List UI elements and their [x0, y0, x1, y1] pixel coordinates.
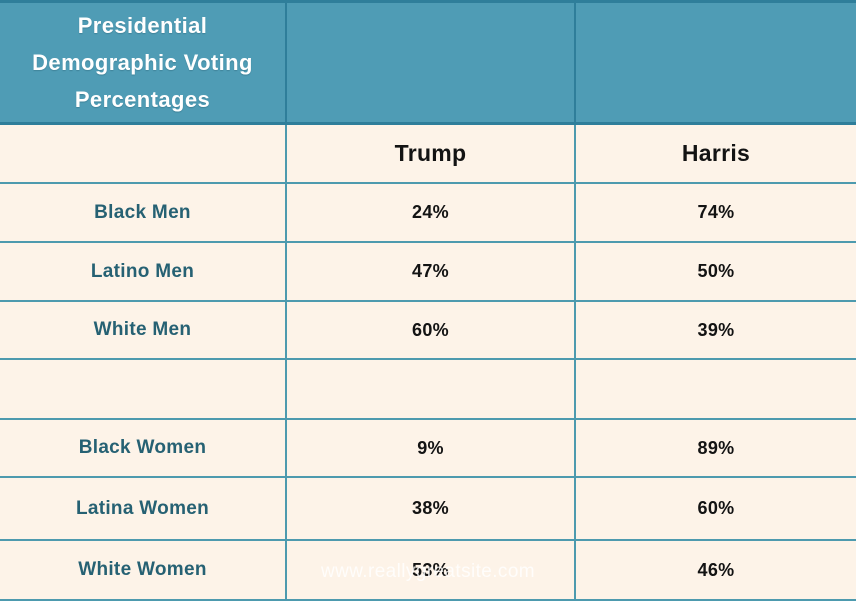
- table-header-spacer-trump: [287, 0, 576, 125]
- table-row-label-cell: Black Women: [0, 420, 287, 478]
- trump-value-cell: 38%: [287, 478, 576, 541]
- table-row-label-cell: White Men: [0, 302, 287, 360]
- row-label: White Men: [93, 319, 192, 340]
- table-row-label-cell: Latina Women: [0, 478, 287, 541]
- harris-value: 50%: [697, 261, 735, 281]
- column-header-trump-label: Trump: [394, 140, 467, 166]
- harris-value-cell: 60%: [576, 478, 856, 541]
- harris-value: 46%: [697, 559, 735, 580]
- row-label: Black Men: [94, 201, 191, 223]
- column-header-harris-label: Harris: [681, 140, 751, 166]
- column-header-harris: Harris: [576, 125, 856, 184]
- harris-value: 89%: [697, 437, 735, 458]
- harris-value: 39%: [697, 319, 735, 340]
- trump-value: 38%: [412, 498, 449, 518]
- row-label: Black Women: [78, 437, 207, 458]
- spacer-row-cell: [0, 360, 287, 420]
- harris-value: 60%: [697, 498, 735, 518]
- table-header-title-cell: Presidential Demographic Voting Percenta…: [0, 0, 287, 125]
- trump-value-cell: 9%: [287, 420, 576, 478]
- row-label: White Women: [78, 559, 207, 580]
- trump-value-cell: 53%: [287, 541, 576, 601]
- spacer-row-cell: [576, 360, 856, 420]
- harris-value: 74%: [697, 202, 735, 222]
- table-row-label-cell: Latino Men: [0, 243, 287, 302]
- row-label: Latino Men: [90, 260, 195, 282]
- trump-value-cell: 24%: [287, 184, 576, 243]
- row-label: Latina Women: [75, 497, 210, 519]
- harris-value-cell: 39%: [576, 302, 856, 360]
- trump-value: 24%: [412, 202, 449, 222]
- harris-value-cell: 50%: [576, 243, 856, 302]
- spacer-row-cell: [287, 360, 576, 420]
- table-header-spacer-harris: [576, 0, 856, 125]
- trump-value: 9%: [417, 437, 444, 458]
- table-row-label-cell: White Women: [0, 541, 287, 601]
- trump-value: 53%: [412, 559, 449, 580]
- candidate-header-empty-cell: [0, 125, 287, 184]
- trump-value: 47%: [412, 261, 449, 281]
- harris-value-cell: 74%: [576, 184, 856, 243]
- trump-value: 60%: [412, 319, 449, 340]
- column-header-trump: Trump: [287, 125, 576, 184]
- table-row-label-cell: Black Men: [0, 184, 287, 243]
- harris-value-cell: 46%: [576, 541, 856, 601]
- trump-value-cell: 47%: [287, 243, 576, 302]
- harris-value-cell: 89%: [576, 420, 856, 478]
- table-title: Presidential Demographic Voting Percenta…: [32, 13, 253, 112]
- trump-value-cell: 60%: [287, 302, 576, 360]
